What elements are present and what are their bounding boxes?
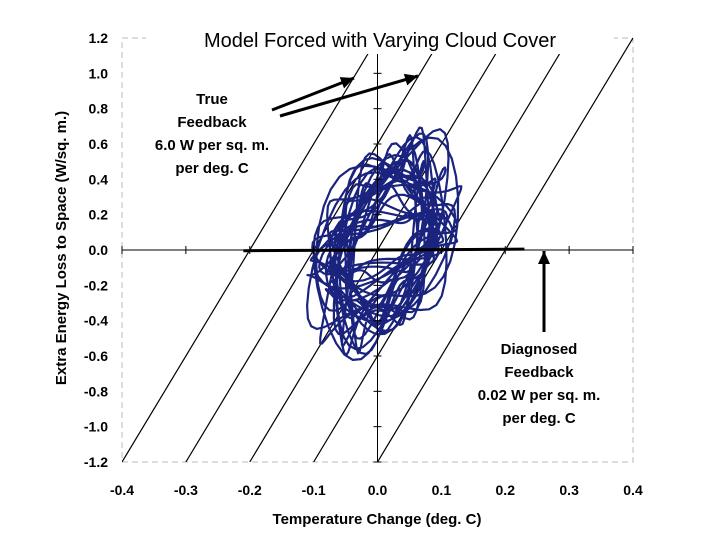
loop-trace xyxy=(306,126,463,361)
y-axis-title: Extra Energy Loss to Space (W/sq. m.) xyxy=(53,111,70,385)
title-background xyxy=(146,26,614,54)
x-tick-label: -0.4 xyxy=(110,482,134,498)
y-tick-label: 0.0 xyxy=(89,242,109,258)
y-tick-label: -0.8 xyxy=(84,383,108,399)
x-tick-label: -0.3 xyxy=(174,482,198,498)
diagnosed-feedback-annotation: Diagnosed Feedback 0.02 W per sq. m. per… xyxy=(478,341,601,427)
arrow-head xyxy=(538,251,550,264)
annotation-arrows xyxy=(271,73,550,332)
x-tick-label: 0.1 xyxy=(432,482,452,498)
y-tick-labels: 1.2 1.0 0.8 0.6 0.4 0.2 0.0 -0.2 -0.4 -0.6 -0.8 -1.… xyxy=(84,30,108,470)
true-feedback-line: 6.0 W per sq. m. xyxy=(155,137,269,154)
diagnosed-feedback-line: 0.02 W per sq. m. xyxy=(478,387,601,404)
y-tick-label: -0.6 xyxy=(84,348,108,364)
temperature-flux-loop xyxy=(306,126,463,361)
y-tick-label: 1.2 xyxy=(89,30,109,46)
diagnosed-feedback-line: Feedback xyxy=(504,364,574,381)
x-tick-label: 0.2 xyxy=(496,482,516,498)
y-tick-label: -0.2 xyxy=(84,277,108,293)
y-tick-label: 0.4 xyxy=(89,171,109,187)
x-tick-labels: -0.4 -0.3 -0.2 -0.1 0.0 0.1 0.2 0.3 0.4 xyxy=(110,482,643,498)
arrow-shaft xyxy=(271,76,355,112)
arrow-shaft xyxy=(279,74,419,118)
y-tick-label: -0.4 xyxy=(84,313,108,329)
x-axis-title: Temperature Change (deg. C) xyxy=(273,511,482,528)
x-tick-label: -0.2 xyxy=(238,482,262,498)
diagnosed-feedback-line: per deg. C xyxy=(502,410,576,427)
true-feedback-line: per deg. C xyxy=(175,160,249,177)
y-tick-label: 1.0 xyxy=(89,65,109,81)
x-tick-label: 0.3 xyxy=(559,482,579,498)
y-tick-label: -1.2 xyxy=(84,454,108,470)
y-tick-label: 0.6 xyxy=(89,136,109,152)
arrow-head xyxy=(339,77,354,89)
true-feedback-annotation: True Feedback 6.0 W per sq. m. per deg. … xyxy=(155,91,269,177)
arrow-head xyxy=(403,73,418,86)
true-feedback-line: True xyxy=(196,91,228,108)
x-tick-label: 0.0 xyxy=(368,482,388,498)
true-feedback-line: Feedback xyxy=(177,114,247,131)
diagnosed-feedback-line: Diagnosed xyxy=(501,341,578,358)
x-tick-label: -0.1 xyxy=(302,482,326,498)
y-tick-label: 0.2 xyxy=(89,207,109,223)
axes xyxy=(121,37,634,463)
y-tick-label: 0.8 xyxy=(89,101,109,117)
y-tick-label: -1.0 xyxy=(84,419,108,435)
x-tick-label: 0.4 xyxy=(623,482,643,498)
chart-title: Model Forced with Varying Cloud Cover xyxy=(204,30,556,52)
